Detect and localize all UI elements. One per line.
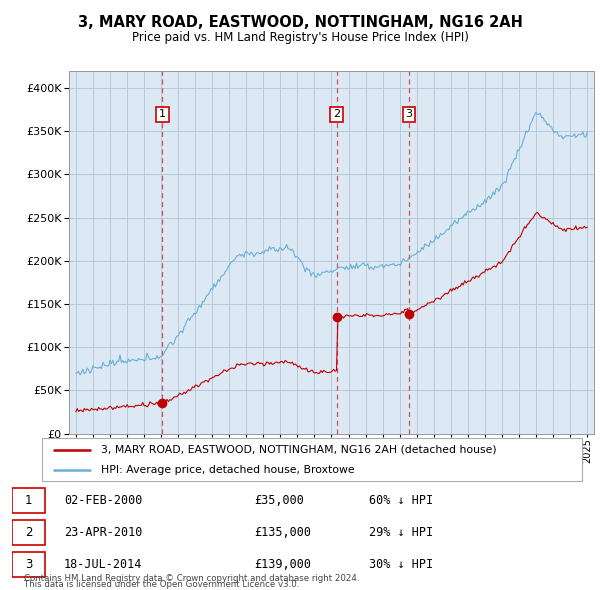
- Text: 2: 2: [25, 526, 32, 539]
- FancyBboxPatch shape: [12, 520, 46, 545]
- Text: £135,000: £135,000: [254, 526, 311, 539]
- Text: 02-FEB-2000: 02-FEB-2000: [64, 494, 142, 507]
- Text: Price paid vs. HM Land Registry's House Price Index (HPI): Price paid vs. HM Land Registry's House …: [131, 31, 469, 44]
- Text: 3, MARY ROAD, EASTWOOD, NOTTINGHAM, NG16 2AH: 3, MARY ROAD, EASTWOOD, NOTTINGHAM, NG16…: [77, 15, 523, 30]
- Text: Contains HM Land Registry data © Crown copyright and database right 2024.: Contains HM Land Registry data © Crown c…: [24, 574, 359, 583]
- Text: 2: 2: [333, 109, 340, 119]
- FancyBboxPatch shape: [42, 438, 582, 481]
- Text: 1: 1: [25, 494, 32, 507]
- Text: 18-JUL-2014: 18-JUL-2014: [64, 558, 142, 571]
- Text: 1: 1: [159, 109, 166, 119]
- FancyBboxPatch shape: [12, 487, 46, 513]
- Text: 30% ↓ HPI: 30% ↓ HPI: [369, 558, 433, 571]
- Text: 3: 3: [25, 558, 32, 571]
- FancyBboxPatch shape: [12, 552, 46, 578]
- Text: £139,000: £139,000: [254, 558, 311, 571]
- Text: 3: 3: [406, 109, 412, 119]
- Text: £35,000: £35,000: [254, 494, 304, 507]
- Text: HPI: Average price, detached house, Broxtowe: HPI: Average price, detached house, Brox…: [101, 466, 355, 475]
- Text: This data is licensed under the Open Government Licence v3.0.: This data is licensed under the Open Gov…: [24, 581, 299, 589]
- Text: 60% ↓ HPI: 60% ↓ HPI: [369, 494, 433, 507]
- Text: 23-APR-2010: 23-APR-2010: [64, 526, 142, 539]
- Text: 29% ↓ HPI: 29% ↓ HPI: [369, 526, 433, 539]
- Text: 3, MARY ROAD, EASTWOOD, NOTTINGHAM, NG16 2AH (detached house): 3, MARY ROAD, EASTWOOD, NOTTINGHAM, NG16…: [101, 445, 497, 455]
